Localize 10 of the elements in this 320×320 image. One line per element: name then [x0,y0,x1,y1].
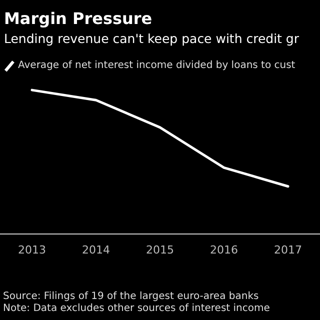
x-tick-label: 2015 [146,243,174,256]
chart-subtitle: Lending revenue can't keep pace with credit gr [4,31,300,46]
text: Note: Data excludes other sources of interest income [3,303,270,315]
x-tick-label: 2017 [274,243,302,256]
x-tick-label: 2014 [82,243,110,256]
source-note: Source: Filings of 19 of the largest euro-area banks [3,291,260,303]
x-tick-label: 2016 [210,243,238,256]
legend-label: Average of net interest income divided by loans to cust [18,60,296,71]
x-tick-label: 2013 [18,243,46,256]
chart-title: Margin Pressure [4,9,152,28]
